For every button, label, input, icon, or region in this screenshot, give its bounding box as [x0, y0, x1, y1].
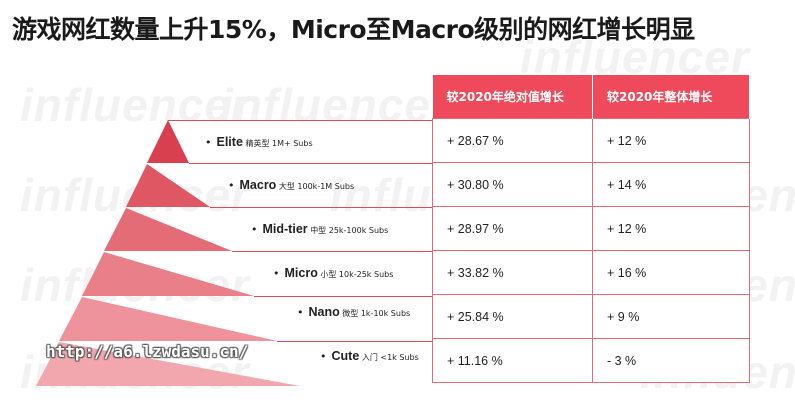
header-overall-growth: 较2020年整体增长: [592, 75, 750, 119]
pyramid-tier-macro: [126, 164, 210, 207]
tier-label-mid-tier: • Mid-tier 中型 25k-100k Subs: [251, 222, 389, 236]
row-divider: [232, 251, 432, 252]
tier-desc: 大型 100k-1M Subs: [278, 182, 355, 191]
row-divider: [189, 163, 432, 164]
header-absolute-growth: 较2020年绝对值增长: [432, 75, 593, 119]
absolute-growth-cell: + 28.97 %: [432, 206, 593, 251]
tier-desc: 精英型 1M+ Subs: [245, 139, 313, 148]
row-divider: [168, 120, 432, 121]
pyramid-tier-nano: [59, 297, 277, 341]
row-divider: [210, 207, 432, 208]
overall-growth-cell: + 12 %: [592, 206, 750, 251]
table-header-row: 较2020年绝对值增长 较2020年整体增长: [432, 75, 750, 119]
tier-desc: 小型 10k-25k Subs: [320, 270, 394, 279]
absolute-growth-cell: + 28.67 %: [432, 118, 593, 163]
tier-name: Mid-tier: [262, 222, 308, 236]
table-row: + 11.16 % - 3 %: [432, 338, 750, 383]
absolute-growth-cell: + 33.82 %: [432, 250, 593, 295]
tier-desc: 入门 <1k Subs: [361, 353, 419, 362]
tier-desc: 微型 1k-10k Subs: [342, 309, 411, 318]
tier-name: Elite: [216, 135, 243, 149]
overall-growth-cell: + 16 %: [592, 250, 750, 295]
table-row: + 28.67 % + 12 %: [432, 118, 750, 163]
pyramid-tier-micro: [82, 252, 254, 296]
overall-growth-cell: + 14 %: [592, 162, 750, 207]
overall-growth-cell: + 12 %: [592, 118, 750, 163]
pyramid-tier-cute: [36, 342, 300, 386]
growth-table: 较2020年绝对值增长 较2020年整体增长 + 28.67 % + 12 % …: [432, 75, 750, 383]
table-row: + 30.80 % + 14 %: [432, 162, 750, 207]
overall-growth-cell: - 3 %: [592, 338, 750, 383]
tier-desc: 中型 25k-100k Subs: [310, 226, 389, 235]
absolute-growth-cell: + 11.16 %: [432, 338, 593, 383]
table-row: + 25.84 % + 9 %: [432, 294, 750, 339]
absolute-growth-cell: + 25.84 %: [432, 294, 593, 339]
row-divider: [254, 296, 432, 297]
influencer-pyramid: [36, 120, 300, 386]
overlay-url-text: http://a6.lzwdasu.cn/: [46, 342, 249, 361]
pyramid-tier-elite: [147, 120, 189, 163]
absolute-growth-cell: + 30.80 %: [432, 162, 593, 207]
pyramid-tier-mid-tier: [104, 208, 232, 251]
tier-name: Macro: [239, 178, 277, 192]
table-row: + 33.82 % + 16 %: [432, 250, 750, 295]
row-divider: [277, 341, 432, 342]
tier-label-macro: • Macro 大型 100k-1M Subs: [228, 178, 355, 192]
tier-name: Micro: [284, 266, 318, 280]
page-title: 游戏网红数量上升15%，Micro至Macro级别的网红增长明显: [12, 15, 695, 44]
tier-name: Cute: [331, 349, 360, 363]
tier-name: Nano: [308, 305, 340, 319]
overall-growth-cell: + 9 %: [592, 294, 750, 339]
tier-label-micro: • Micro 小型 10k-25k Subs: [273, 266, 394, 280]
table-row: + 28.97 % + 12 %: [432, 206, 750, 251]
tier-label-cute: • Cute 入门 <1k Subs: [320, 349, 419, 363]
tier-label-nano: • Nano 微型 1k-10k Subs: [297, 305, 411, 319]
tier-label-elite: • Elite 精英型 1M+ Subs: [205, 135, 313, 149]
